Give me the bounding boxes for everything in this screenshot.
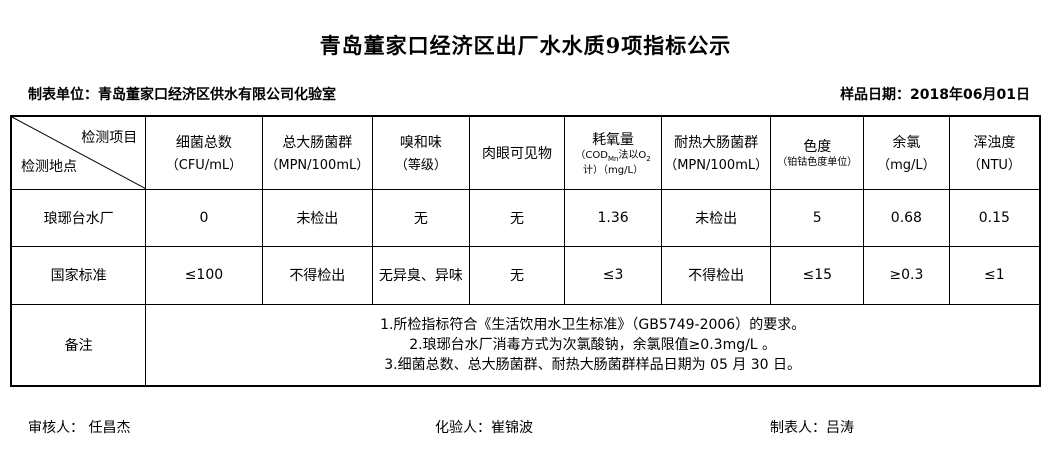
table-row-remarks: 备注 1.所检指标符合《生活饮用水卫生标准》（GB5749-2006）的要求。 …: [10, 303, 1041, 387]
page-title: 青岛董家口经济区出厂水水质9项指标公示: [319, 33, 732, 58]
col-header-total-coliform: 总大肠菌群 （MPN/100mL）: [261, 115, 374, 190]
data-cell: 无: [372, 188, 470, 247]
data-cell: ≥0.3: [863, 245, 950, 305]
col-header-name: 耗氧量: [592, 131, 635, 148]
col-header-name: 总大肠菌群: [282, 135, 353, 152]
col-header-name: 嗅和味: [399, 135, 442, 152]
maker-unit-label: 制表单位：青岛董家口经济区供水有限公司化验室: [28, 87, 336, 103]
col-header-visible-matter: 肉眼可见物: [468, 115, 566, 190]
data-cell: ≤3: [564, 245, 662, 305]
diagonal-divider: [12, 117, 145, 189]
col-header-thermotolerant-coliform: 耐热大肠菌群 （MPN/100mL）: [660, 115, 772, 190]
tester-label: 化验人：崔锦波: [435, 420, 533, 436]
data-cell: ≤100: [145, 245, 263, 305]
data-cell: 不得检出: [261, 245, 374, 305]
col-header-name: 余氯: [892, 135, 921, 152]
reviewer-label: 审核人： 任昌杰: [28, 420, 131, 436]
remarks-line-2: 2.琅琊台水厂消毒方式为次氯酸钠，余氯限值≥0.3mg/L 。: [409, 336, 777, 353]
data-cell: 无异臭、异味: [372, 245, 470, 305]
col-header-turbidity: 浑浊度 （NTU）: [948, 115, 1041, 190]
data-cell: 0: [145, 188, 263, 247]
data-cell: 不得检出: [660, 245, 772, 305]
col-header-oxygen-consumption: 耗氧量 （CODMn法以O2 计）（mg/L）: [564, 115, 662, 190]
signature-row: 审核人： 任昌杰 化验人：崔锦波 制表人：吕涛: [0, 417, 1051, 439]
corner-label-location: 检测地点: [21, 158, 77, 175]
sample-date-label: 样品日期：2018年06月01日: [840, 87, 1030, 103]
remarks-line-3: 3.细菌总数、总大肠菌群、耐热大肠菌群样品日期为 05 月 30 日。: [384, 356, 802, 373]
row-label: 琅琊台水厂: [10, 188, 147, 247]
table-header-row: 检测项目 检测地点 细菌总数 （CFU/mL） 总大肠菌群 （MPN/100mL…: [10, 115, 1041, 190]
data-cell: 5: [770, 188, 865, 247]
col-header-odor-taste: 嗅和味 （等级）: [372, 115, 470, 190]
remarks-label: 备注: [10, 303, 147, 387]
data-cell: 无: [468, 245, 566, 305]
corner-label-items: 检测项目: [81, 130, 138, 146]
data-cell: 1.36: [564, 188, 662, 247]
corner-cell: 检测项目 检测地点: [10, 115, 147, 190]
col-header-unit: （MPN/100mL）: [265, 158, 370, 174]
row-label: 国家标准: [10, 245, 147, 305]
col-header-name: 细菌总数: [175, 135, 232, 152]
col-header-unit: （CODMn法以O2 计）（mg/L）: [575, 149, 651, 176]
col-header-residual-chlorine: 余氯 （mg/L）: [863, 115, 950, 190]
remarks-content: 1.所检指标符合《生活饮用水卫生标准》（GB5749-2006）的要求。 2.琅…: [145, 303, 1041, 387]
preparer-label: 制表人：吕涛: [770, 420, 854, 436]
data-cell: 未检出: [261, 188, 374, 247]
col-header-chroma: 色度 （铂钴色度单位）: [770, 115, 865, 190]
col-header-name: 浑浊度: [973, 135, 1016, 152]
col-header-bacteria-count: 细菌总数 （CFU/mL）: [145, 115, 263, 190]
data-cell: 0.15: [948, 188, 1041, 247]
col-header-unit: （CFU/mL）: [165, 158, 243, 174]
table-row-langyatai: 琅琊台水厂 0 未检出 无 无 1.36 未检出 5 0.68 0.15: [10, 188, 1041, 247]
col-header-unit: （铂钴色度单位）: [777, 157, 858, 169]
data-cell: 无: [468, 188, 566, 247]
col-header-unit: （mg/L）: [877, 158, 936, 174]
data-cell: ≤1: [948, 245, 1041, 305]
col-header-name: 色度: [803, 139, 832, 156]
data-cell: ≤15: [770, 245, 865, 305]
col-header-unit: （MPN/100mL）: [664, 158, 769, 174]
col-header-name: 肉眼可见物: [481, 145, 552, 162]
table-row-national-standard: 国家标准 ≤100 不得检出 无异臭、异味 无 ≤3 不得检出 ≤15 ≥0.3…: [10, 245, 1041, 305]
col-header-unit: （NTU）: [967, 158, 1021, 174]
data-cell: 未检出: [660, 188, 772, 247]
remarks-line-1: 1.所检指标符合《生活饮用水卫生标准》（GB5749-2006）的要求。: [380, 316, 806, 333]
col-header-unit: （等级）: [394, 158, 447, 174]
data-cell: 0.68: [863, 188, 950, 247]
water-quality-table: 检测项目 检测地点 细菌总数 （CFU/mL） 总大肠菌群 （MPN/100mL…: [10, 115, 1041, 387]
col-header-name: 耐热大肠菌群: [674, 135, 759, 152]
